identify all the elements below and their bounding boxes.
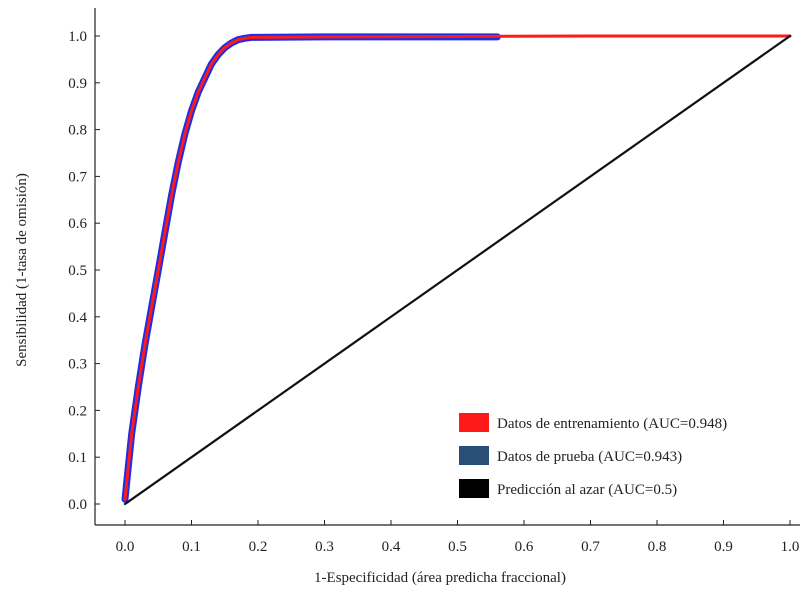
y-tick-label: 0.7: [68, 169, 87, 185]
legend-label-3: Predicción al azar (AUC=0.5): [497, 482, 677, 498]
series-line-3: [123, 34, 792, 506]
x-tick-label: 0.2: [249, 539, 268, 555]
y-tick-label: 0.6: [68, 216, 87, 232]
x-tick-label: 0.6: [515, 539, 534, 555]
x-tick-label: 0.5: [448, 539, 467, 555]
y-tick-label: 1.0: [68, 29, 87, 45]
y-tick-label: 0.5: [68, 263, 87, 279]
y-tick-label: 0.0: [68, 497, 87, 513]
x-tick-label: 0.9: [714, 539, 733, 555]
legend-swatch-3: [459, 479, 489, 498]
y-axis-title: Sensibilidad (1-tasa de omisión): [14, 173, 30, 367]
legend: Datos de entrenamiento (AUC=0.948) Datos …: [452, 402, 774, 509]
x-tick-label: 0.1: [182, 539, 201, 555]
x-tick-label: 1.0: [781, 539, 800, 555]
x-tick-label: 0.3: [315, 539, 334, 555]
axes: 0.0 0.1 0.2 0.3 0.4 0.5 0.6 0.7 0.8 0.9 1.0 0.0 0.1 0…: [68, 8, 800, 555]
x-tick-label: 0.4: [382, 539, 401, 555]
y-tick-label: 0.3: [68, 357, 87, 373]
legend-label-2: Datos de prueba (AUC=0.943): [497, 449, 682, 465]
y-tick-label: 0.8: [68, 123, 87, 139]
x-axis-title: 1-Especificidad (área predicha fracciona…: [314, 570, 566, 586]
legend-swatch-1: [459, 413, 489, 432]
y-tick-label: 0.4: [68, 310, 87, 326]
x-tick-label: 0.8: [648, 539, 667, 555]
series-line-2: [121, 33, 501, 503]
series-line-1: [123, 34, 792, 501]
x-tick-label: 0.0: [116, 539, 135, 555]
y-tick-label: 0.1: [68, 450, 87, 466]
legend-label-1: Datos de entrenamiento (AUC=0.948): [497, 416, 727, 432]
legend-swatch-2: [459, 446, 489, 465]
x-tick-label: 0.7: [581, 539, 600, 555]
y-tick-label: 0.9: [68, 76, 87, 92]
series-layer: [121, 33, 792, 506]
legend-box: [452, 402, 774, 509]
y-tick-label: 0.2: [68, 403, 87, 419]
